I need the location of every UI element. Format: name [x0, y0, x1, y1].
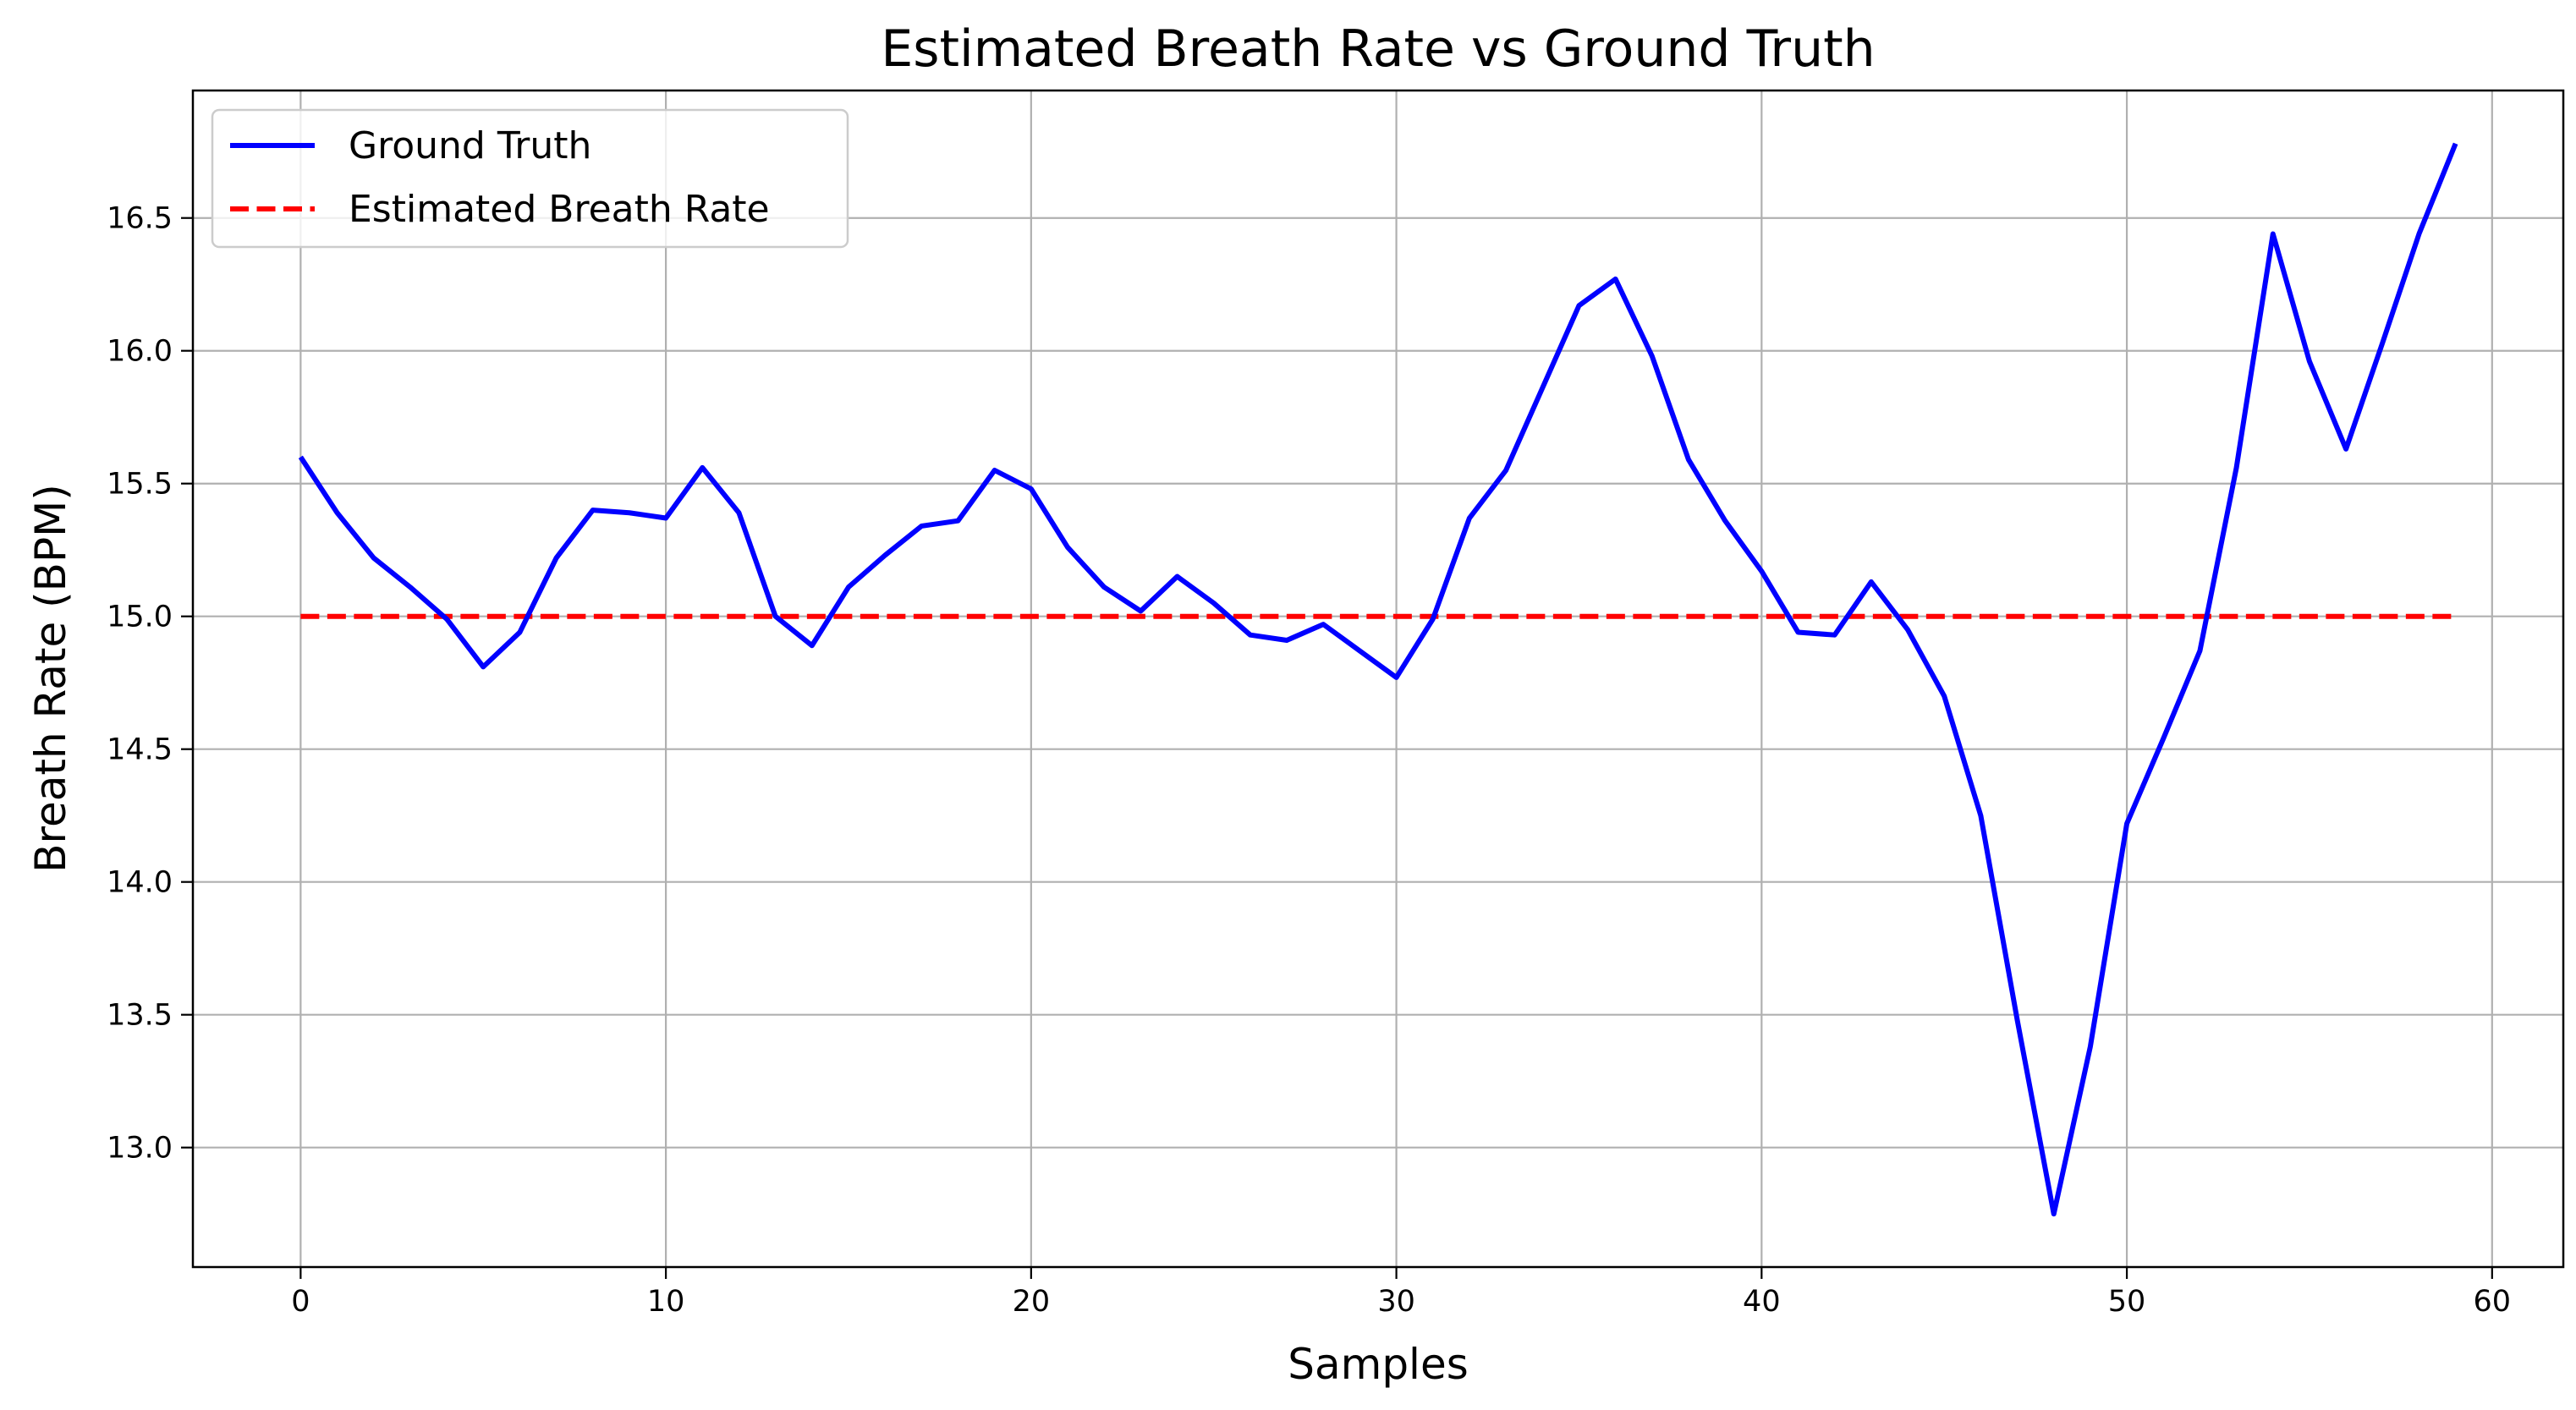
y-axis-label: Breath Rate (BPM) [26, 484, 75, 873]
y-tick-label: 15.5 [107, 468, 173, 502]
y-tick-label: 14.0 [107, 866, 173, 900]
y-tick-label: 15.0 [107, 601, 173, 634]
legend-box [211, 108, 849, 249]
grid [193, 91, 2563, 1267]
legend-label-ground-truth: Ground Truth [349, 124, 591, 167]
x-tick-label: 10 [647, 1285, 685, 1319]
x-tick-label: 30 [1377, 1285, 1415, 1319]
series-layer [298, 142, 2458, 1217]
legend-label-estimated-breath-rate: Estimated Breath Rate [349, 188, 770, 231]
chart-title: Estimated Breath Rate vs Ground Truth [881, 19, 1875, 79]
x-tick-label: 50 [2108, 1285, 2146, 1319]
y-tick-label: 14.5 [107, 733, 173, 767]
x-tick-label: 40 [1743, 1285, 1781, 1319]
ticks: 0 10 20 30 40 50 60 13.0 13.5 14.0 14.5 15.0 15.5 16.… [107, 202, 2511, 1319]
y-tick-label: 16.0 [107, 335, 173, 369]
x-tick-label: 60 [2474, 1285, 2512, 1319]
y-tick-label: 13.0 [107, 1132, 173, 1166]
y-tick-label: 13.5 [107, 999, 173, 1033]
series-line-ground-truth [298, 142, 2458, 1217]
x-tick-label: 0 [291, 1285, 310, 1319]
x-axis-label: Samples [1288, 1340, 1469, 1389]
plot-frame [191, 89, 2565, 1269]
x-tick-label: 20 [1013, 1285, 1051, 1319]
plot-area [193, 91, 2563, 1267]
legend: Ground Truth Estimated Breath Rate [211, 108, 849, 249]
y-tick-label: 16.5 [107, 202, 173, 236]
